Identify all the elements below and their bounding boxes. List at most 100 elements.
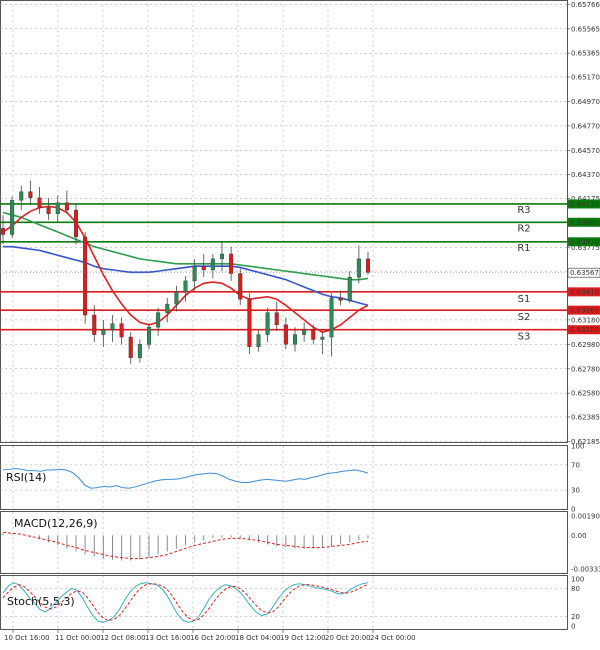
price-tick-label: 0.62385 xyxy=(571,413,600,421)
stoch-panel-frame xyxy=(0,575,568,630)
rsi-tick-label: 0 xyxy=(571,506,575,514)
candle-body xyxy=(283,324,288,345)
stoch-signal-line xyxy=(2,583,369,621)
blue-moving-average xyxy=(3,245,369,307)
macd-panel: 0.001908 0.00 -0.003331 xyxy=(2,513,600,574)
stoch-tick-label: 0 xyxy=(571,623,575,631)
time-tick-label: 10 Oct 16:00 xyxy=(4,634,50,642)
bearish-candle xyxy=(119,317,124,345)
level-price-label: 0.63980 xyxy=(570,219,599,227)
time-tick-label: 18 Oct 04:00 xyxy=(235,634,281,642)
price-tick-label: 0.64770 xyxy=(571,122,600,130)
macd-tick-label: 0.00 xyxy=(571,532,587,540)
macd-label: MACD(12,26,9) xyxy=(14,517,98,530)
candle-body xyxy=(156,312,161,328)
candle-body xyxy=(73,209,78,238)
price-tick-label: 0.62780 xyxy=(571,365,600,373)
price-tick-label: 0.64970 xyxy=(571,98,600,106)
rsi-tick-label: 30 xyxy=(571,487,580,495)
bearish-candle xyxy=(83,232,88,324)
bearish-candle xyxy=(338,290,343,306)
time-tick-label: 19 Oct 12:00 xyxy=(280,634,326,642)
price-tick-label: 0.64175 xyxy=(571,195,600,203)
candle-body xyxy=(1,228,5,235)
bearish-candle xyxy=(37,186,42,214)
current-price-marker: 0.63567 xyxy=(0,267,600,278)
candle-body xyxy=(302,329,307,335)
grid-lines xyxy=(0,4,567,629)
bearish-candle xyxy=(28,180,33,206)
candle-body xyxy=(19,191,24,201)
candle-body xyxy=(101,329,106,335)
bullish-candle xyxy=(174,285,179,312)
bullish-candle xyxy=(265,307,270,342)
level-price-label: 0.63260 xyxy=(570,307,599,315)
bullish-candle xyxy=(302,322,307,342)
time-axis: 10 Oct 16:00 11 Oct 00:00 12 Oct 08:00 13 O… xyxy=(4,630,416,642)
bullish-candle xyxy=(146,323,151,350)
candle-body xyxy=(83,236,88,316)
time-tick-label: 24 Oct 00:00 xyxy=(370,634,416,642)
rsi-label: RSI(14) xyxy=(6,471,46,484)
rsi-tick-label: 70 xyxy=(571,461,580,469)
level-name-s2: S2 xyxy=(518,312,531,323)
level-name-r3: R3 xyxy=(517,205,530,216)
level-name-r1: R1 xyxy=(517,243,530,254)
stoch-label: Stoch(5,5,3) xyxy=(7,595,75,608)
level-price-badge xyxy=(568,287,600,297)
bullish-candle xyxy=(137,339,142,363)
candle-body xyxy=(247,298,252,347)
stoch-main-line xyxy=(2,582,369,623)
level-price-badge xyxy=(568,325,600,335)
bullish-candle xyxy=(55,195,60,223)
bullish-candle xyxy=(347,271,352,303)
candle-body xyxy=(347,277,352,301)
bullish-candle xyxy=(329,293,334,357)
level-price-label: 0.63100 xyxy=(570,326,599,334)
candle-body xyxy=(329,297,334,338)
candle-body xyxy=(10,200,15,235)
bullish-candle xyxy=(110,315,115,342)
level-price-label: 0.64130 xyxy=(570,200,599,208)
candle-body xyxy=(256,334,261,347)
level-price-badge xyxy=(568,237,600,247)
candle-body xyxy=(238,273,243,300)
price-tick-label: 0.65766 xyxy=(571,1,600,9)
bearish-candle xyxy=(92,305,97,342)
bullish-candle xyxy=(192,258,197,291)
candle-body xyxy=(201,266,206,271)
level-price-label: 0.63410 xyxy=(570,288,599,296)
stoch-tick-label: 100 xyxy=(571,576,584,584)
candle-body xyxy=(92,314,97,335)
time-tick-label: 20 Oct 20:00 xyxy=(325,634,371,642)
candlesticks xyxy=(1,180,371,364)
bearish-candle xyxy=(128,332,133,364)
bullish-candle xyxy=(101,319,106,347)
rsi-panel-frame xyxy=(0,445,568,510)
time-tick-label: 16 Oct 20:00 xyxy=(190,634,236,642)
bullish-candle xyxy=(256,329,261,352)
price-tick-label: 0.62580 xyxy=(571,390,600,398)
candle-body xyxy=(55,202,60,214)
bearish-candle xyxy=(366,251,371,275)
time-tick-label: 12 Oct 08:00 xyxy=(100,634,146,642)
bearish-candle xyxy=(229,246,234,281)
rsi-tick-label: 100 xyxy=(571,443,584,451)
candle-body xyxy=(110,323,115,330)
bullish-candle xyxy=(320,332,325,355)
bearish-candle xyxy=(201,254,206,278)
bearish-candle xyxy=(311,324,316,345)
candle-body xyxy=(265,312,270,335)
bullish-candle xyxy=(210,254,215,279)
bearish-candle xyxy=(46,197,51,220)
level-price-badge xyxy=(568,305,600,315)
candle-body xyxy=(219,253,224,260)
bullish-candle xyxy=(183,275,188,302)
candle-body xyxy=(366,258,371,273)
bullish-candle xyxy=(293,327,298,352)
stoch-tick-label: 20 xyxy=(571,613,580,621)
support-resistance-levels: R3 0.64130 R2 0.63980 R1 0.63820 S1 0.63410 S2 0.… xyxy=(0,199,600,343)
candle-body xyxy=(128,336,133,358)
